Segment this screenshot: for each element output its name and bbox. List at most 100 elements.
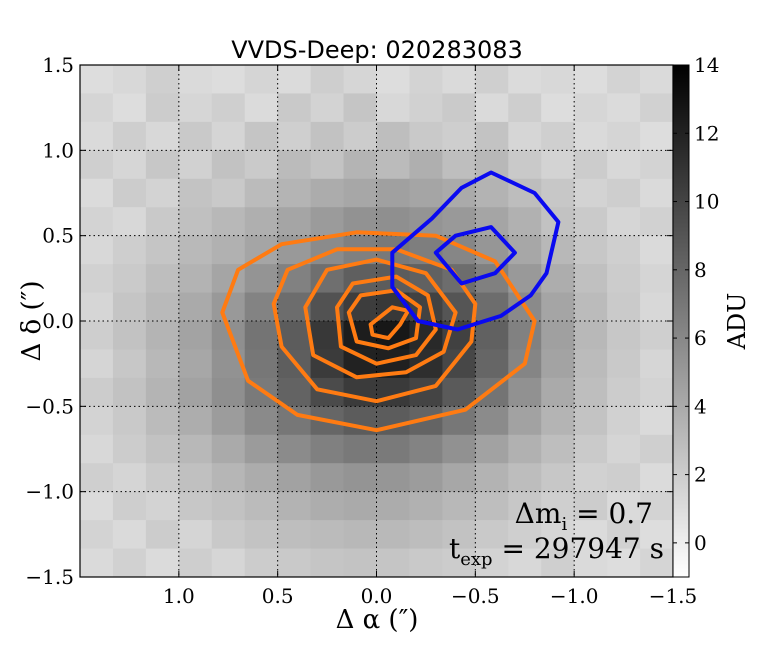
heatmap-cell bbox=[508, 548, 542, 577]
heatmap-cell bbox=[541, 292, 575, 322]
heatmap-cell bbox=[607, 406, 641, 436]
heatmap-cell bbox=[211, 463, 246, 493]
x-tick-label: 0.5 bbox=[262, 584, 294, 608]
heatmap-cell bbox=[442, 121, 476, 151]
heatmap-cell bbox=[442, 65, 476, 95]
heatmap-cell bbox=[640, 150, 673, 180]
colorbar-tick-label: 14 bbox=[694, 53, 719, 77]
heatmap-cell bbox=[244, 406, 279, 436]
blue-contours-contour bbox=[433, 225, 517, 286]
heatmap-cell bbox=[80, 93, 114, 123]
heatmap-cell bbox=[409, 434, 443, 464]
heatmap-cell bbox=[574, 491, 608, 521]
colorbar-label: ADU bbox=[723, 293, 751, 351]
axis-ticks: 1.0 0.5 0.0 −0.5 −1.0 −1.5 1.5 1.0 0.5 0.0 −0.5 −1.… bbox=[25, 53, 697, 608]
heatmap-cell bbox=[508, 520, 542, 550]
heatmap-cell bbox=[640, 93, 673, 123]
heatmap-cell bbox=[178, 491, 213, 521]
colorbar-tick-label: 10 bbox=[694, 190, 719, 214]
heatmap-cell bbox=[112, 434, 147, 464]
heatmap-cell bbox=[409, 121, 443, 151]
heatmap-cell bbox=[376, 150, 411, 180]
heatmap-cell bbox=[145, 491, 180, 521]
heatmap-cell bbox=[343, 463, 378, 493]
colorbar-tick-label: 12 bbox=[694, 121, 719, 145]
heatmap-cell bbox=[80, 121, 114, 151]
heatmap-cell bbox=[178, 150, 213, 180]
heatmap-cell bbox=[541, 65, 575, 95]
heatmap-cell bbox=[310, 434, 345, 464]
heatmap-cell bbox=[310, 520, 345, 550]
heatmap-cell bbox=[640, 491, 673, 521]
heatmap-cell bbox=[112, 548, 147, 577]
heatmap-cell bbox=[574, 292, 608, 322]
heatmap-cell bbox=[244, 264, 279, 294]
y-tick-label: −0.5 bbox=[25, 394, 74, 418]
heatmap-cell bbox=[640, 520, 673, 550]
heatmap-cell bbox=[310, 121, 345, 151]
heatmap-cell bbox=[475, 520, 509, 550]
heatmap-cell bbox=[409, 178, 443, 208]
heatmap-cell bbox=[475, 434, 509, 464]
heatmap-cell bbox=[244, 150, 279, 180]
y-tick-label: 0.0 bbox=[42, 309, 74, 333]
heatmap-cell bbox=[145, 150, 180, 180]
heatmap-cell bbox=[112, 520, 147, 550]
heatmap-cell bbox=[145, 377, 180, 407]
heatmap-cell bbox=[112, 349, 147, 379]
heatmap-cell bbox=[343, 377, 378, 407]
heatmap-cell bbox=[244, 121, 279, 151]
heatmap-cell bbox=[277, 377, 312, 407]
heatmap-cell bbox=[442, 548, 476, 577]
heatmap-cell bbox=[442, 377, 476, 407]
heatmap-cell bbox=[409, 548, 443, 577]
heatmap-cell bbox=[508, 463, 542, 493]
heatmap-cell bbox=[376, 121, 411, 151]
heatmap-cell bbox=[178, 207, 213, 237]
heatmap-cell bbox=[475, 207, 509, 237]
heatmap-cell bbox=[475, 491, 509, 521]
x-tick-label: −1.0 bbox=[550, 584, 599, 608]
heatmap-cell bbox=[376, 491, 411, 521]
heatmap-cell bbox=[376, 434, 411, 464]
heatmap-cell bbox=[277, 178, 312, 208]
heatmap-cell bbox=[541, 406, 575, 436]
heatmap-cell bbox=[607, 150, 641, 180]
heatmap-cell bbox=[80, 520, 114, 550]
heatmap-cell bbox=[244, 207, 279, 237]
heatmap-cell bbox=[574, 548, 608, 577]
colorbar-tick-label: 2 bbox=[694, 463, 707, 487]
heatmap-cell bbox=[343, 93, 378, 123]
heatmap-cell bbox=[145, 207, 180, 237]
heatmap-cell bbox=[541, 377, 575, 407]
heatmap-cell bbox=[277, 121, 312, 151]
heatmap-cell bbox=[145, 548, 180, 577]
heatmap-cell bbox=[310, 207, 345, 237]
heatmap-cell bbox=[640, 377, 673, 407]
heatmap-cell bbox=[80, 349, 114, 379]
heatmap-cell bbox=[607, 264, 641, 294]
heatmap-cell bbox=[277, 548, 312, 577]
heatmap-cell bbox=[277, 207, 312, 237]
heatmap-cell bbox=[574, 434, 608, 464]
heatmap-cell bbox=[112, 121, 147, 151]
heatmap-cell bbox=[475, 65, 509, 95]
heatmap-cell bbox=[80, 264, 114, 294]
heatmap-cell bbox=[574, 377, 608, 407]
heatmap-cell bbox=[178, 292, 213, 322]
heatmap-cell bbox=[277, 520, 312, 550]
heatmap-cell bbox=[244, 548, 279, 577]
annotation-delta-mi-sub: i bbox=[561, 514, 567, 535]
heatmap-cell bbox=[145, 321, 180, 351]
heatmap-cell bbox=[442, 434, 476, 464]
heatmap-cell bbox=[343, 520, 378, 550]
annotation-t-exp-sub: exp bbox=[460, 549, 492, 570]
annotation-t-exp-tail: = 297947 s bbox=[493, 532, 664, 565]
heatmap-cell bbox=[508, 377, 542, 407]
annotation-delta-mi: Δmi = 0.7 bbox=[515, 497, 653, 535]
heatmap-cell bbox=[607, 434, 641, 464]
heatmap-cell bbox=[607, 207, 641, 237]
y-tick-label: 1.0 bbox=[42, 138, 74, 162]
heatmap-cell bbox=[409, 93, 443, 123]
heatmap-cell bbox=[541, 548, 575, 577]
